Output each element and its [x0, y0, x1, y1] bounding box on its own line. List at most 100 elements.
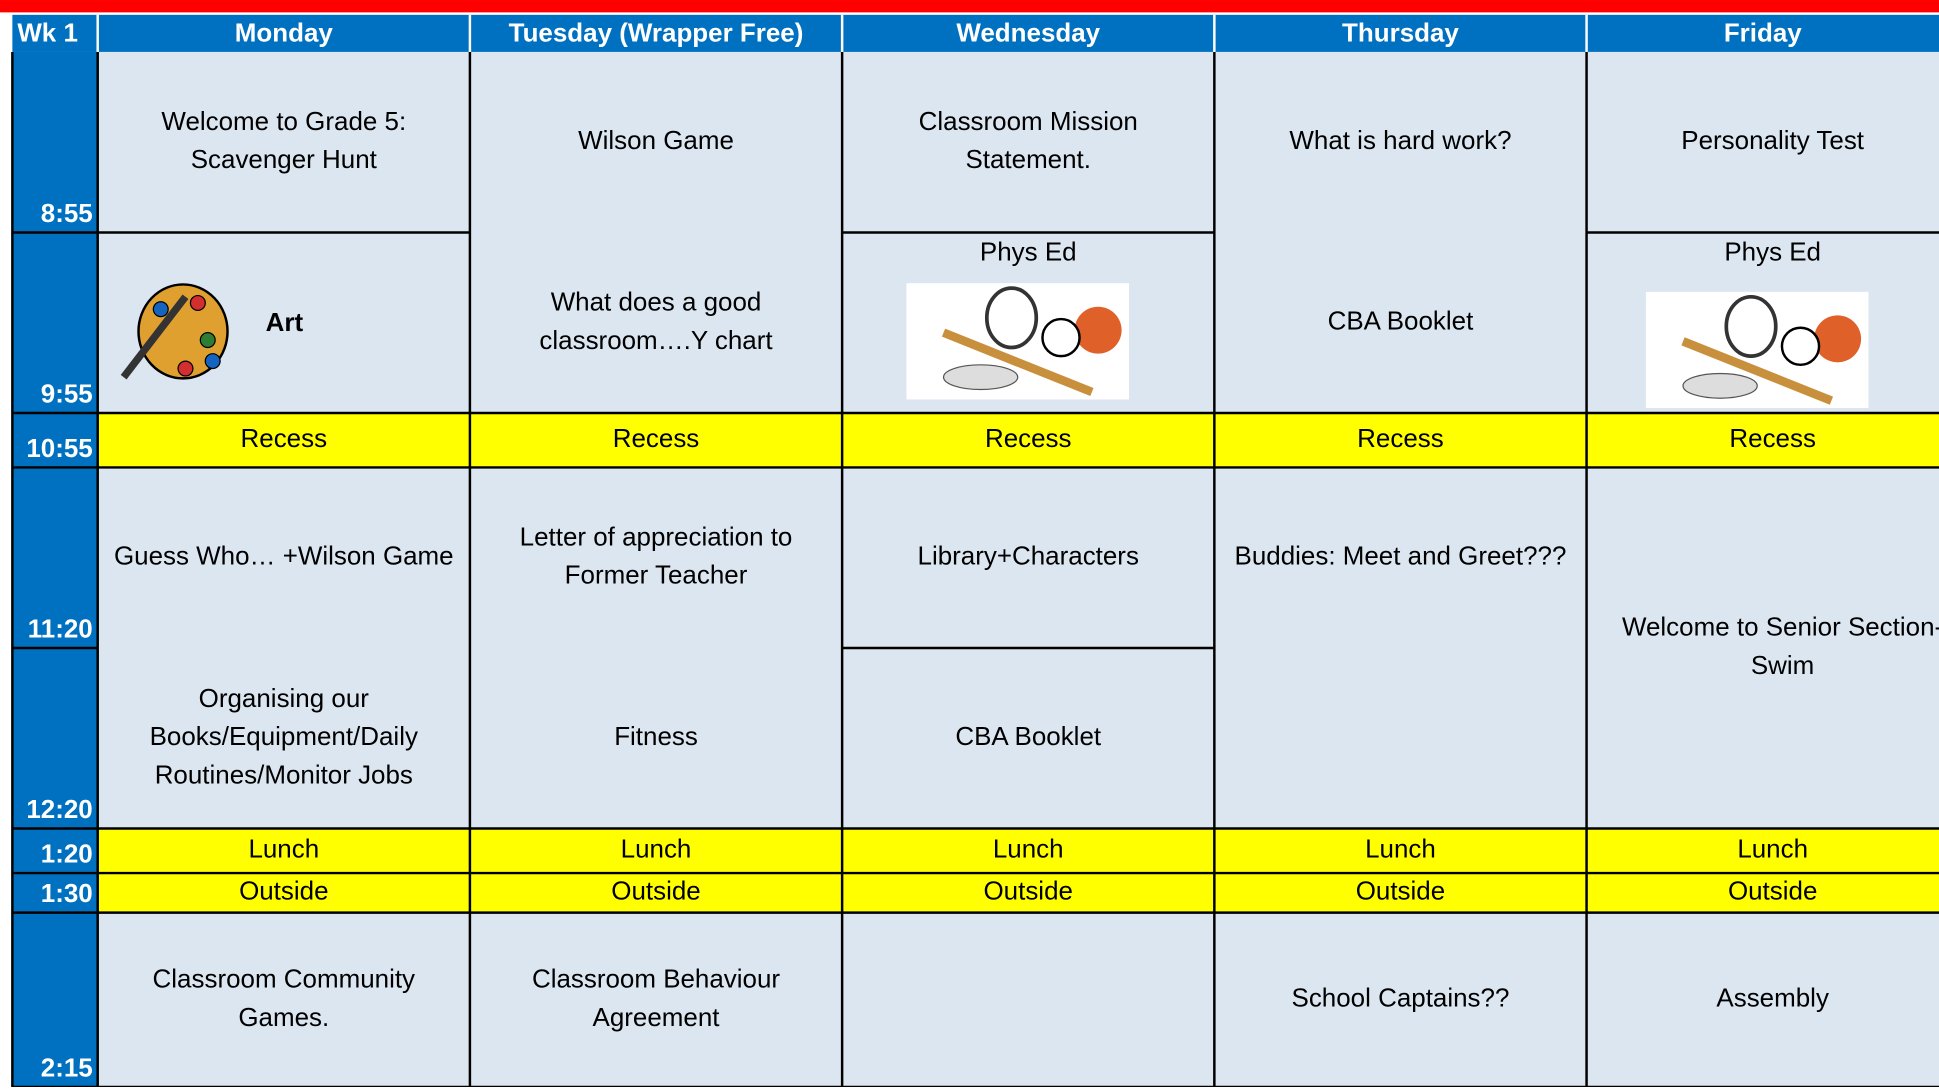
cell-text: Art — [266, 307, 304, 337]
racket — [1724, 294, 1778, 359]
paint-dot — [204, 353, 221, 370]
cell-bg — [842, 467, 1215, 648]
cell-text: CBA Booklet — [1328, 306, 1474, 336]
cell-bg — [842, 647, 1215, 829]
cell-text: Lunch — [1365, 834, 1436, 864]
cell-text: Classroom Behaviour — [532, 964, 780, 994]
header-day: Friday — [1724, 17, 1802, 47]
cell-text: Assembly — [1716, 983, 1829, 1013]
cell-bg — [1214, 413, 1587, 468]
cell-bg — [1214, 51, 1587, 233]
time-label: 9:55 — [41, 379, 93, 409]
cell-text: Recess — [241, 423, 328, 453]
paint-dot — [199, 332, 216, 349]
cell-text: Outside — [239, 876, 328, 906]
cell-bg — [97, 647, 470, 829]
cell-text: Library+Characters — [918, 541, 1139, 571]
cell-text: Lunch — [248, 834, 319, 864]
cell-text: Welcome to Grade 5: — [161, 106, 406, 136]
cell-bg — [1586, 912, 1939, 1087]
header-corner: Wk 1 — [17, 17, 78, 47]
cell-bg — [842, 912, 1215, 1087]
cell-bg — [469, 232, 843, 414]
cell-text: classroom….Y chart — [539, 325, 773, 355]
cell-bg — [97, 51, 470, 233]
cell-text: Outside — [1356, 876, 1445, 906]
brush — [120, 294, 189, 380]
cell-bg — [469, 413, 843, 468]
cell-bg — [1214, 873, 1587, 913]
cell-bg — [469, 467, 843, 648]
cell-bg — [1586, 467, 1939, 829]
paint-dot — [177, 360, 194, 377]
cell-bg — [1214, 647, 1587, 829]
cell-bg — [1214, 232, 1587, 414]
cell-bg — [842, 51, 1215, 233]
cell-bg — [469, 51, 843, 233]
cell-text: Classroom Community — [153, 964, 415, 994]
cell-bg — [97, 873, 470, 913]
sports-image — [906, 283, 1130, 400]
cell-text: Outside — [611, 876, 700, 906]
cell-bg — [1586, 413, 1939, 468]
cell-text: Guess Who… +Wilson Game — [114, 541, 454, 571]
cell-text: Swim — [1751, 650, 1814, 680]
time-label: 1:30 — [41, 878, 93, 908]
cell-text: Routines/Monitor Jobs — [155, 759, 413, 789]
cell-text: What is hard work? — [1289, 125, 1511, 155]
cell-text: Agreement — [593, 1002, 721, 1032]
cell-bg — [469, 828, 843, 874]
cell-bg — [97, 912, 470, 1087]
cell-text: Statement. — [965, 144, 1091, 174]
cell-text: Books/Equipment/Daily — [150, 721, 418, 751]
cell-text: Classroom Mission — [919, 106, 1138, 136]
cell-text: Scavenger Hunt — [191, 144, 378, 174]
cell-text: CBA Booklet — [955, 721, 1101, 751]
header-day: Thursday — [1342, 17, 1459, 47]
racket — [984, 286, 1039, 350]
cell-text: Welcome to Senior Section- — [1622, 612, 1939, 642]
cell-bg — [842, 828, 1215, 874]
cell-bg — [1214, 912, 1587, 1087]
cell-text: School Captains?? — [1292, 983, 1510, 1013]
cell-text: Former Teacher — [565, 560, 748, 590]
time-label: 12:20 — [26, 794, 92, 824]
cell-text: Phys Ed — [1724, 236, 1821, 266]
shoes — [1682, 372, 1758, 399]
cell-text: Outside — [1728, 876, 1817, 906]
header-bg — [12, 14, 1939, 52]
time-label: 11:20 — [28, 614, 93, 644]
cell-bg — [1214, 828, 1587, 874]
art-icon — [120, 283, 229, 380]
cell-text: Recess — [1357, 423, 1444, 453]
time-col — [12, 51, 98, 1087]
cell-text: Recess — [1729, 423, 1816, 453]
cell-text: Recess — [613, 423, 700, 453]
cell-bg — [469, 912, 843, 1087]
header-day: Wednesday — [956, 17, 1100, 47]
cell-text: Recess — [985, 423, 1072, 453]
bat — [1681, 337, 1834, 405]
cell-text: Personality Test — [1681, 125, 1865, 155]
cell-bg — [97, 828, 470, 874]
cell-text: Fitness — [614, 721, 698, 751]
cell-bg — [469, 873, 843, 913]
cell-bg — [1586, 873, 1939, 913]
paint-dot — [189, 294, 206, 312]
cell-bg — [1586, 828, 1939, 874]
cell-text: Games. — [238, 1002, 329, 1032]
time-label: 10:55 — [26, 433, 92, 463]
cell-bg — [469, 647, 843, 829]
header-day: Monday — [235, 17, 334, 47]
basketball — [1074, 306, 1122, 354]
header-day: Tuesday (Wrapper Free) — [509, 17, 804, 47]
cell-text: Phys Ed — [980, 236, 1077, 266]
cell-text: Lunch — [621, 834, 692, 864]
bat — [941, 328, 1094, 397]
cell-text: Letter of appreciation to — [520, 521, 793, 551]
soccer-ball — [1041, 317, 1081, 358]
cell-text: Lunch — [1737, 834, 1808, 864]
time-label: 1:20 — [41, 839, 93, 869]
soccer-ball — [1780, 326, 1821, 367]
